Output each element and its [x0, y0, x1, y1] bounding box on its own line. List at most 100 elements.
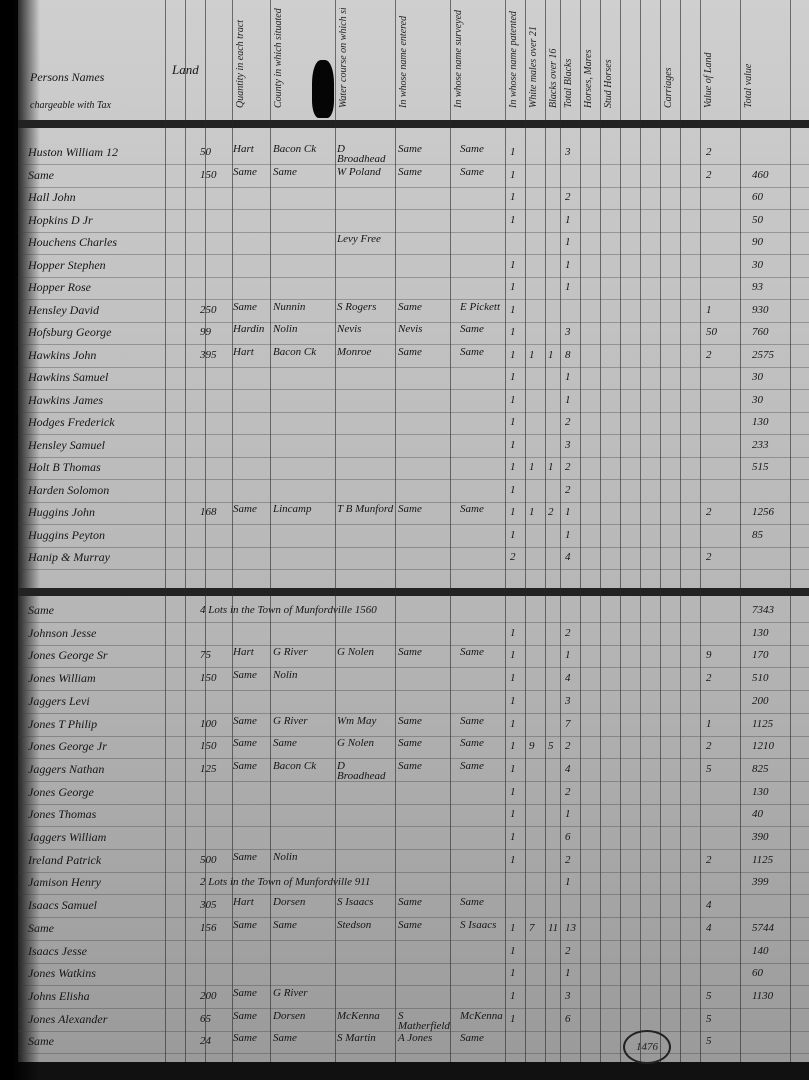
cell-patented: S Isaacs: [460, 918, 497, 931]
cell-surveyed: S Matherfield: [398, 1009, 450, 1032]
cell-value: 515: [752, 461, 769, 473]
cell-value: 2575: [752, 348, 774, 361]
row-rule: [18, 985, 809, 987]
cell-county: Same: [233, 986, 257, 999]
column-header: In whose name patented: [508, 11, 519, 108]
cell-value: 170: [752, 649, 769, 662]
cell-county: Same: [233, 1009, 257, 1022]
cell-name: Huston William 12: [28, 145, 119, 159]
page-edge-shadow: [0, 0, 40, 1080]
cell-c1: 1: [510, 717, 516, 730]
column-rule: [450, 0, 451, 1062]
cell-acres: 200: [200, 989, 217, 1002]
cell-water: Same: [273, 918, 297, 931]
column-rule: [270, 0, 271, 1062]
cell-c4: 2: [565, 626, 571, 639]
cell-patented: Same: [460, 503, 484, 515]
cell-value: 30: [752, 258, 763, 271]
column-rule: [165, 0, 166, 1062]
cell-entered: Levy Free: [337, 233, 381, 245]
cell-c3: 1: [548, 348, 554, 361]
column-header: Blacks over 16: [548, 48, 559, 108]
cell-c4: 4: [565, 551, 571, 563]
ink-blot: [312, 60, 334, 118]
cell-value: 85: [752, 528, 763, 541]
cell-value: 1256: [752, 506, 774, 518]
column-rule: [660, 0, 661, 1062]
cell-name: Jamison Henry: [28, 875, 101, 890]
cell-patented: McKenna: [460, 1009, 503, 1022]
cell-water: G River: [273, 986, 308, 999]
column-header: Value of Land: [703, 52, 714, 108]
cell-c4: 1: [565, 649, 571, 662]
cell-name: Hodges Frederick: [28, 415, 115, 429]
cell-c1: 1: [510, 762, 516, 775]
cell-value: 1125: [752, 853, 774, 866]
cell-entered: S Rogers: [337, 300, 377, 313]
cell-name: Same: [28, 920, 54, 935]
cell-name: Isaacs Samuel: [28, 898, 97, 913]
cell-c1: 1: [510, 989, 516, 1002]
names-column-label: Persons Names: [30, 70, 105, 84]
cell-water: Bacon Ck: [273, 345, 317, 358]
cell-entered: S Isaacs: [337, 896, 374, 909]
names-column-sublabel: chargeable with Tax: [30, 100, 111, 111]
cell-acres: 305: [200, 899, 217, 912]
cell-acres: 100: [200, 717, 217, 730]
cell-c1: 1: [510, 672, 516, 685]
cell-c4: 2: [565, 416, 571, 428]
cell-c4: 8: [565, 348, 571, 361]
cell-c5: 2: [706, 168, 712, 181]
cell-c3: 11: [548, 921, 559, 934]
cell-name: Jaggers Levi: [28, 693, 90, 708]
cell-c4: 4: [565, 762, 571, 775]
cell-name: Holt B Thomas: [28, 460, 101, 474]
cell-water: Bacon Ck: [273, 143, 317, 155]
cell-c1: 1: [510, 921, 516, 934]
row-rule: [18, 186, 809, 188]
cell-c1: 1: [510, 258, 516, 271]
cell-c4: 3: [565, 989, 571, 1002]
cell-surveyed: Same: [398, 646, 422, 659]
column-rule: [505, 0, 506, 1062]
cell-name: Hopper Rose: [28, 280, 91, 294]
cell-acres: 150: [200, 168, 217, 181]
column-rule: [185, 0, 186, 1062]
cell-patented: Same: [460, 143, 484, 155]
cell-c5: 2: [706, 506, 712, 518]
cell-c1: 1: [510, 371, 516, 383]
cell-c1: 1: [510, 281, 516, 293]
cell-c3: 1: [548, 461, 554, 473]
cell-value: 30: [752, 371, 763, 383]
cell-acres: 500: [200, 853, 217, 866]
row-rule: [18, 690, 809, 692]
cell-value: 460: [752, 168, 769, 181]
cell-c1: 1: [510, 853, 516, 866]
cell-water: G River: [273, 714, 308, 727]
cell-name: Huggins John: [28, 505, 95, 519]
row-rule: [18, 501, 809, 503]
row-rule: [18, 546, 809, 548]
cell-value: 390: [752, 831, 769, 843]
cell-patented: Same: [460, 896, 484, 909]
cell-c2: 1: [529, 348, 535, 361]
cell-value: 399: [752, 876, 769, 889]
cell-c4: 3: [565, 694, 571, 707]
row-rule: [18, 569, 809, 570]
cell-c4: 1: [565, 528, 571, 541]
cell-c1: 1: [510, 808, 516, 821]
cell-name: Hall John: [28, 190, 76, 204]
cell-c1: 1: [510, 416, 516, 428]
cell-name: Isaacs Jesse: [28, 943, 87, 958]
cell-name: Harden Solomon: [28, 482, 110, 497]
cell-c1: 1: [510, 348, 516, 361]
cell-water: Nolin: [273, 850, 298, 863]
cell-c4: 2: [565, 740, 571, 753]
cell-patented: Same: [460, 345, 484, 358]
column-rule: [205, 0, 206, 1062]
column-rule: [232, 0, 233, 1062]
cell-county: Same: [233, 759, 257, 772]
cell-c4: 1: [565, 213, 571, 226]
row-rule: [18, 780, 809, 782]
column-header: In whose name surveyed: [453, 9, 464, 108]
